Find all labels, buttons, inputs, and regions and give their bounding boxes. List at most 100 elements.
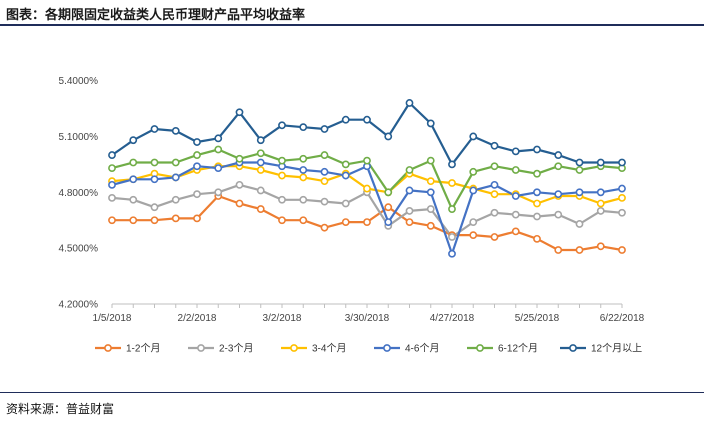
data-point <box>596 207 605 215</box>
data-point <box>299 216 308 225</box>
series-line <box>110 161 624 255</box>
data-point <box>256 158 265 167</box>
data-point <box>341 218 350 226</box>
data-point <box>320 223 329 232</box>
data-point <box>618 208 626 217</box>
legend-label: 2-3个月 <box>219 343 253 355</box>
data-point <box>235 154 244 163</box>
data-point <box>108 164 116 173</box>
data-point <box>426 156 435 165</box>
data-point <box>426 177 435 186</box>
data-point <box>533 212 541 221</box>
data-point <box>299 166 308 174</box>
data-point <box>235 199 244 208</box>
data-point <box>150 125 159 133</box>
y-tick-label: 4.2000% <box>59 300 99 311</box>
data-point <box>384 188 393 197</box>
data-point <box>426 221 435 230</box>
legend-swatch-marker <box>476 344 484 352</box>
data-point <box>320 177 329 186</box>
data-point <box>469 218 478 226</box>
data-point <box>171 195 180 204</box>
y-tick-label: 5.4000% <box>59 76 99 87</box>
data-point <box>575 166 584 174</box>
data-point <box>278 216 286 225</box>
data-point <box>150 158 159 167</box>
data-point <box>533 145 541 154</box>
data-point <box>278 121 286 130</box>
data-point <box>490 233 499 241</box>
data-point <box>193 151 201 159</box>
data-point <box>554 190 563 199</box>
data-point <box>448 233 456 241</box>
data-point <box>299 195 308 204</box>
data-point <box>320 151 329 159</box>
data-point <box>171 158 180 167</box>
data-point <box>405 207 414 215</box>
data-point <box>299 154 308 163</box>
data-point <box>618 246 626 254</box>
data-point <box>129 195 138 204</box>
data-point <box>320 197 329 206</box>
data-point <box>596 242 605 251</box>
data-point <box>426 205 435 213</box>
data-point <box>193 138 201 146</box>
data-point <box>490 208 499 217</box>
data-point <box>490 141 499 150</box>
data-point <box>405 99 414 107</box>
data-point <box>341 199 350 208</box>
data-point <box>214 134 223 143</box>
x-tick-label: 4/27/2018 <box>430 313 475 324</box>
data-point <box>533 234 541 243</box>
data-point <box>256 166 265 174</box>
data-point <box>448 249 456 258</box>
data-point <box>405 218 414 226</box>
data-point <box>554 162 563 171</box>
data-point <box>384 132 393 141</box>
data-point <box>108 151 116 159</box>
data-point <box>320 125 329 133</box>
y-tick-label: 4.5000% <box>59 244 99 255</box>
data-point <box>554 210 563 219</box>
data-point <box>533 199 541 208</box>
data-point <box>256 136 265 145</box>
data-point <box>171 173 180 182</box>
data-point <box>448 205 456 213</box>
y-tick-label: 5.1000% <box>59 132 99 143</box>
legend-label: 12个月以上 <box>591 343 642 355</box>
legend-label: 4-6个月 <box>405 343 439 355</box>
data-point <box>575 188 584 197</box>
data-point <box>469 167 478 176</box>
data-point <box>596 199 605 208</box>
data-point <box>320 167 329 176</box>
data-point <box>193 190 201 199</box>
x-tick-label: 2/2/2018 <box>178 313 217 324</box>
data-point <box>490 162 499 171</box>
data-point <box>554 151 563 159</box>
legend-label: 6-12个月 <box>498 343 538 355</box>
data-point <box>596 188 605 197</box>
data-point <box>533 169 541 178</box>
data-point <box>235 180 244 189</box>
legend-label: 1-2个月 <box>126 343 160 355</box>
data-point <box>214 164 223 173</box>
data-point <box>108 180 116 189</box>
data-point <box>575 246 584 254</box>
data-point <box>341 171 350 180</box>
data-point <box>511 227 520 236</box>
data-point <box>108 193 116 202</box>
data-point <box>299 173 308 182</box>
data-point <box>426 119 435 128</box>
y-tick-label: 4.8000% <box>59 188 99 199</box>
data-point <box>405 186 414 195</box>
data-point <box>129 136 138 145</box>
data-point <box>193 162 201 171</box>
data-point <box>575 220 584 228</box>
line-chart: 4.2000% 4.5000% 4.8000% 5.1000% 5.4000% 1/5/2… <box>59 76 645 355</box>
data-point <box>618 193 626 202</box>
data-point <box>384 218 393 226</box>
data-point <box>150 175 159 184</box>
data-point <box>575 158 584 167</box>
data-point <box>256 205 265 213</box>
data-point <box>618 184 626 193</box>
